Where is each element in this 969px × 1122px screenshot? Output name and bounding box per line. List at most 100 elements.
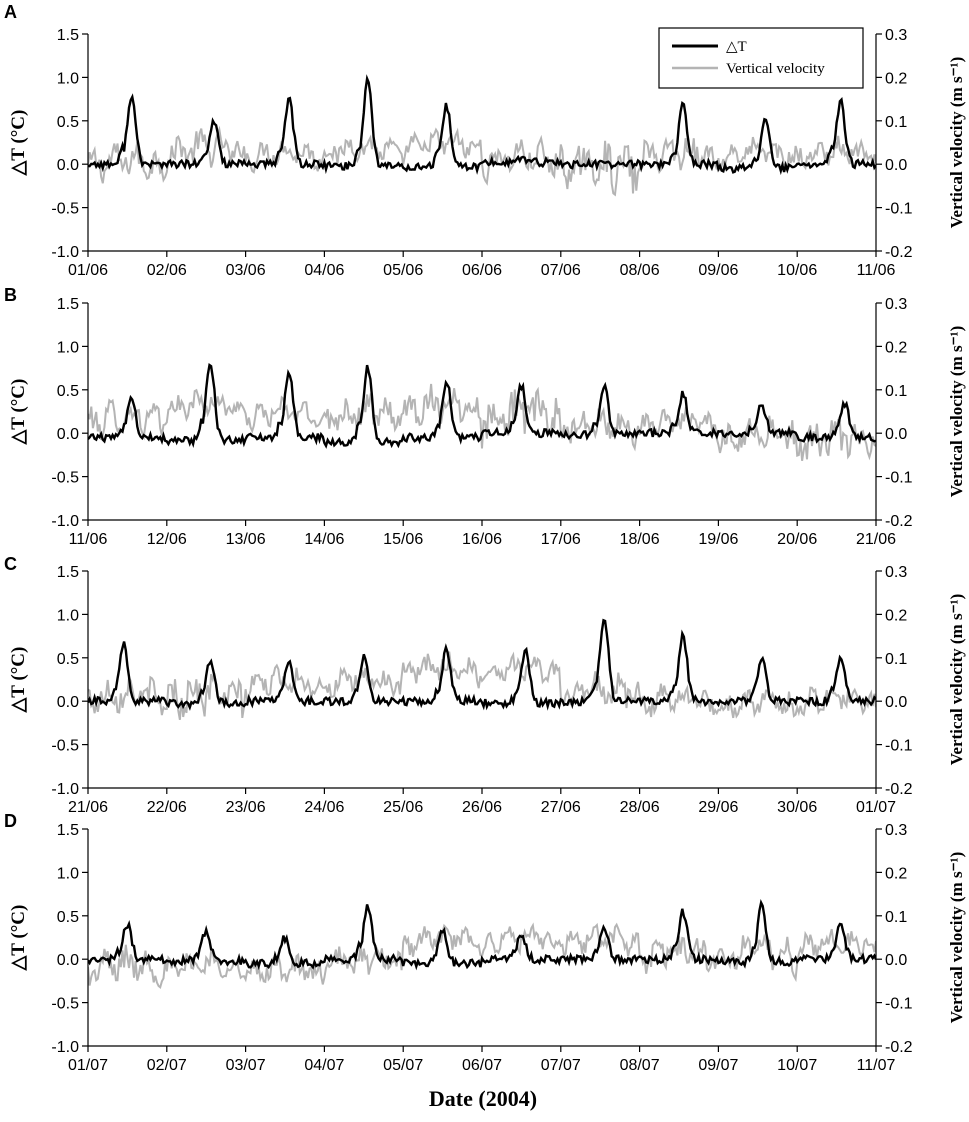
y-tick-label: 1.5 (57, 822, 79, 839)
panel-d: D -1.0 -0.5 0.0 0.5 1.0 1.5 -0.2 -0.1 0.0 0.1 0.2 0.… (4, 811, 966, 1074)
y2-axis-title: Vertical velocity (m s⁻¹) (947, 57, 966, 229)
y-tick-label: 1.0 (57, 607, 79, 624)
x-tick-label: 04/07 (304, 1057, 344, 1074)
y2-tick-label: 0.0 (885, 426, 907, 443)
y-tick-label: -0.5 (51, 738, 79, 755)
y-tick-label: 1.5 (57, 564, 79, 581)
x-tick-label: 21/06 (68, 799, 108, 816)
x-tick-label: 03/06 (226, 262, 266, 279)
y-tick-label: -0.5 (51, 470, 79, 487)
x-tick-label: 06/07 (462, 1057, 502, 1074)
y-tick-label: 0.0 (57, 426, 79, 443)
panel-letter: B (4, 285, 17, 305)
series-group (88, 899, 876, 990)
y-tick-label: 0.5 (57, 114, 79, 131)
y-tick-label: 0.0 (57, 694, 79, 711)
x-tick-label: 05/07 (383, 1057, 423, 1074)
y2-tick-label: 0.2 (885, 70, 907, 87)
y-tick-label: -1.0 (51, 781, 79, 798)
panel-letter: A (4, 2, 17, 22)
y2-tick-label: 0.1 (885, 114, 907, 131)
y-tick-label: 0.0 (57, 952, 79, 969)
panel-b: B -1.0 -0.5 0.0 0.5 1.0 1.5 -0.2 -0.1 0.0 0.1 0.2 0.… (4, 285, 966, 548)
x-tick-label: 08/06 (620, 262, 660, 279)
x-tick-label: 30/06 (777, 799, 817, 816)
x-tick-label: 21/06 (856, 531, 896, 548)
panel-letter: D (4, 811, 17, 831)
x-tick-label: 16/06 (462, 531, 502, 548)
x-tick-label: 14/06 (304, 531, 344, 548)
legend-label-dt: △T (726, 39, 747, 55)
y-tick-label: -0.5 (51, 201, 79, 218)
x-tick-label: 22/06 (147, 799, 187, 816)
y2-tick-label: -0.2 (885, 244, 913, 261)
x-tick-label: 15/06 (383, 531, 423, 548)
series-line-delta-t (88, 899, 876, 971)
y-axis-title: △T (°C) (8, 379, 29, 446)
y2-axis-title: Vertical velocity (m s⁻¹) (947, 326, 966, 498)
y2-tick-label: -0.1 (885, 470, 913, 487)
y2-tick-label: 0.2 (885, 339, 907, 356)
x-tick-label: 18/06 (620, 531, 660, 548)
x-tick-label: 01/07 (68, 1057, 108, 1074)
x-tick-label: 17/06 (541, 531, 581, 548)
x-tick-label: 11/06 (857, 262, 896, 279)
y-tick-label: 1.0 (57, 70, 79, 87)
x-tick-label: 10/07 (777, 1057, 817, 1074)
x-tick-label: 01/06 (68, 262, 108, 279)
series-group (88, 363, 876, 461)
x-tick-label: 09/06 (698, 262, 738, 279)
y-tick-label: 0.5 (57, 383, 79, 400)
y-tick-label: 0.0 (57, 157, 79, 174)
y2-tick-label: 0.1 (885, 651, 907, 668)
y-tick-label: 1.0 (57, 339, 79, 356)
x-tick-label: 10/06 (777, 262, 817, 279)
series-line-vertical-velocity (88, 651, 876, 720)
x-tick-label: 01/07 (856, 799, 896, 816)
y-axis-title: △T (°C) (8, 110, 29, 177)
y2-tick-label: 0.0 (885, 952, 907, 969)
y2-axis-title: Vertical velocity (m s⁻¹) (947, 852, 966, 1024)
y2-axis-title: Vertical velocity (m s⁻¹) (947, 594, 966, 766)
y2-tick-label: 0.3 (885, 564, 907, 581)
y-tick-label: -0.5 (51, 996, 79, 1013)
x-tick-label: 08/07 (620, 1057, 660, 1074)
panel-a: A -1.0 -0.5 0.0 0.5 1.0 1.5 -0.2 -0.1 0.0 0.1 0.2 0.… (4, 2, 966, 279)
x-tick-label: 24/06 (304, 799, 344, 816)
x-tick-label: 02/06 (147, 262, 187, 279)
y2-tick-label: -0.1 (885, 996, 913, 1013)
series-line-delta-t (88, 618, 876, 711)
x-tick-label: 09/07 (698, 1057, 738, 1074)
y2-tick-label: -0.2 (885, 781, 913, 798)
series-line-delta-t (88, 363, 876, 449)
y2-tick-label: -0.1 (885, 738, 913, 755)
x-tick-label: 27/06 (541, 799, 581, 816)
x-tick-label: 20/06 (777, 531, 817, 548)
x-tick-label: 19/06 (698, 531, 738, 548)
x-tick-label: 29/06 (698, 799, 738, 816)
y-axis-title: △T (°C) (8, 905, 29, 972)
series-line-delta-t (88, 74, 876, 176)
y2-tick-label: 0.0 (885, 157, 907, 174)
x-tick-label: 11/06 (69, 531, 108, 548)
y2-tick-label: 0.2 (885, 607, 907, 624)
x-tick-label: 05/06 (383, 262, 423, 279)
x-axis-title: Date (2004) (429, 1086, 537, 1111)
y2-tick-label: 0.0 (885, 694, 907, 711)
y-tick-label: -1.0 (51, 513, 79, 530)
y2-tick-label: -0.2 (885, 1039, 913, 1056)
y2-tick-label: 0.3 (885, 296, 907, 313)
y-tick-label: 1.5 (57, 27, 79, 44)
x-tick-label: 26/06 (462, 799, 502, 816)
x-tick-label: 02/07 (147, 1057, 187, 1074)
x-tick-label: 11/07 (857, 1057, 896, 1074)
series-line-vertical-velocity (88, 383, 876, 461)
panel-c: C -1.0 -0.5 0.0 0.5 1.0 1.5 -0.2 -0.1 0.0 0.1 0.2 0.… (4, 554, 966, 816)
series-group (88, 618, 876, 720)
x-tick-label: 28/06 (620, 799, 660, 816)
x-tick-label: 03/07 (226, 1057, 266, 1074)
x-tick-label: 12/06 (147, 531, 187, 548)
panels: A -1.0 -0.5 0.0 0.5 1.0 1.5 -0.2 -0.1 0.0 0.1 0.2 0.… (4, 2, 966, 1074)
y-tick-label: 0.5 (57, 651, 79, 668)
